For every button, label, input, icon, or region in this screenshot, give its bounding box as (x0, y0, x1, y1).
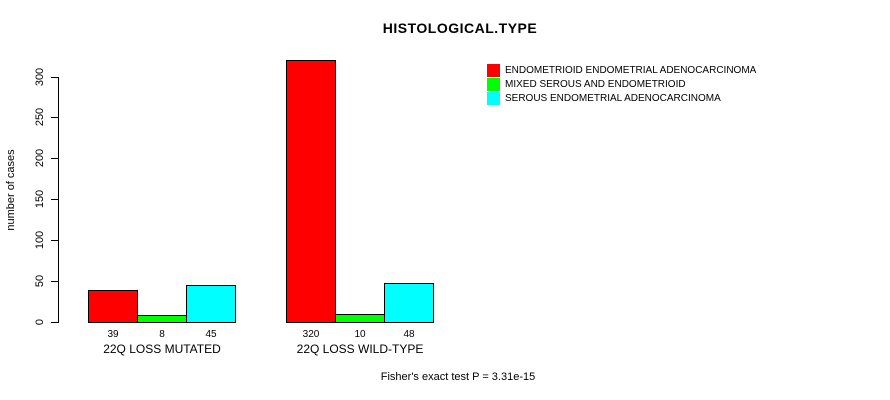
legend-row: ENDOMETRIOID ENDOMETRIAL ADENOCARCINOMA (487, 64, 756, 77)
legend-row: SEROUS ENDOMETRIAL ADENOCARCINOMA (487, 92, 756, 105)
legend-swatch-icon (487, 92, 500, 105)
y-tick-label: 50 (34, 274, 46, 288)
y-tick-mark (51, 240, 58, 242)
y-tick-mark (51, 322, 58, 323)
y-axis-label: number of cases (5, 149, 17, 231)
bar-value-label: 10 (354, 329, 366, 340)
footer-note: Fisher's exact test P = 3.31e-15 (380, 371, 536, 383)
legend-swatch-icon (487, 64, 500, 77)
y-tick-mark (51, 158, 58, 160)
y-tick-label: 0 (34, 318, 46, 326)
y-tick-label: 200 (34, 149, 46, 168)
legend-label: ENDOMETRIOID ENDOMETRIAL ADENOCARCINOMA (505, 65, 757, 76)
y-tick-label: 250 (34, 108, 46, 127)
y-tick-mark (51, 76, 58, 78)
legend: ENDOMETRIOID ENDOMETRIAL ADENOCARCINOMA M… (487, 64, 756, 106)
y-tick-label: 300 (34, 67, 46, 86)
bar (186, 285, 236, 323)
bar-value-label: 320 (302, 329, 320, 340)
y-tick-label: 150 (34, 190, 46, 209)
legend-swatch-icon (487, 78, 500, 91)
bar (384, 283, 434, 323)
chart-title: HISTOLOGICAL.TYPE (382, 20, 538, 36)
legend-label: MIXED SEROUS AND ENDOMETRIOID (505, 79, 686, 90)
y-tick-mark (51, 117, 58, 119)
y-tick-label: 100 (34, 230, 46, 250)
bar-value-label: 48 (403, 329, 415, 340)
y-tick-mark (51, 281, 58, 283)
bar (286, 60, 336, 323)
y-tick-mark (51, 199, 58, 201)
legend-label: SEROUS ENDOMETRIAL ADENOCARCINOMA (505, 93, 721, 104)
bar-value-label: 45 (205, 329, 217, 340)
bar (137, 315, 187, 323)
bar (335, 314, 385, 323)
group-label: 22Q LOSS WILD-TYPE (296, 342, 424, 356)
bar-value-label: 39 (107, 329, 119, 340)
y-axis-line (58, 76, 59, 323)
group-label: 22Q LOSS MUTATED (103, 342, 221, 356)
legend-row: MIXED SEROUS AND ENDOMETRIOID (487, 78, 756, 91)
bar (88, 290, 138, 323)
bar-value-label: 8 (159, 329, 165, 340)
